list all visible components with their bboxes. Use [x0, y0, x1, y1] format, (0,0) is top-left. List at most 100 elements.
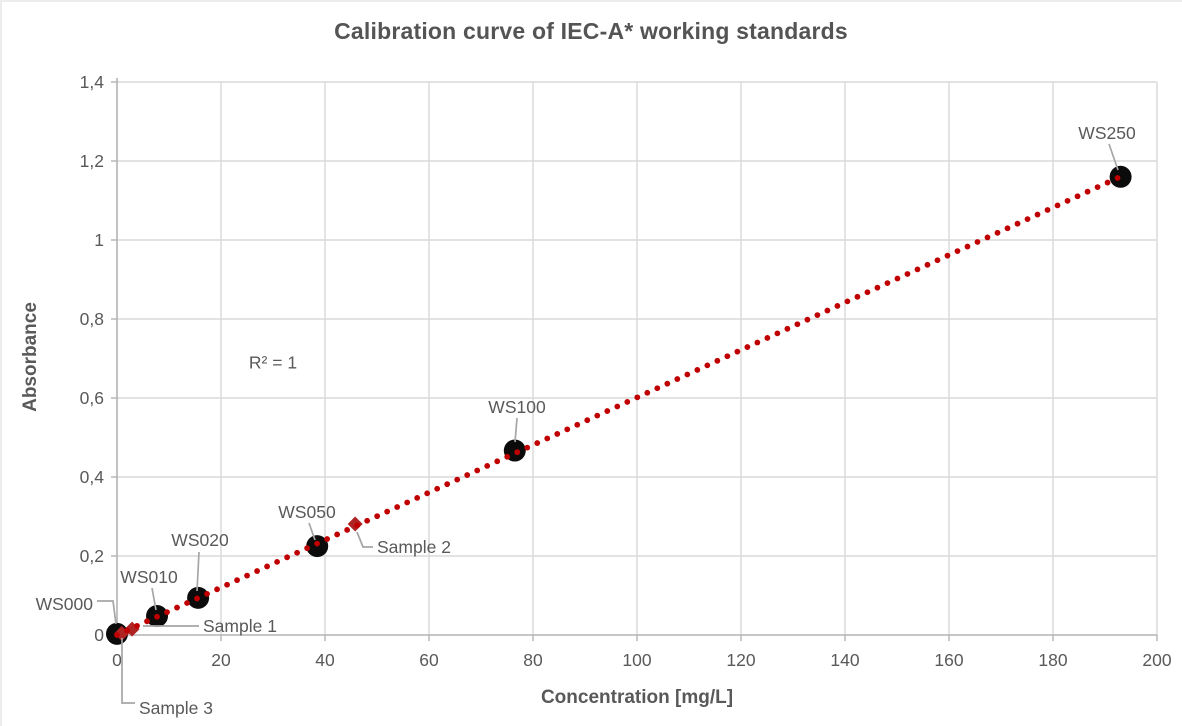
y-tick-label: 1,2: [80, 151, 104, 171]
x-tick-label: 40: [315, 650, 335, 670]
trendline-dot: [574, 421, 581, 428]
trendline-dot: [324, 536, 331, 542]
trendline-dot: [554, 431, 561, 437]
y-tick-label: 0,4: [80, 467, 105, 487]
trendline-dot: [1084, 188, 1091, 195]
trendline-dot: [704, 362, 711, 369]
trendline-dot: [984, 234, 991, 241]
trendline-dot: [844, 298, 851, 305]
trendline-dot: [244, 572, 250, 579]
y-tick-label: 0,8: [80, 309, 104, 329]
trendline-dot: [204, 590, 210, 597]
x-tick-label: 20: [211, 650, 231, 670]
trendline-dot: [1054, 202, 1061, 209]
trendline-dot: [694, 367, 701, 373]
trendline-dot: [904, 271, 911, 277]
trendline-dot: [234, 577, 240, 584]
trendline-dot: [774, 330, 781, 337]
y-tick-label: 0,2: [80, 546, 104, 566]
trendline-dot: [184, 600, 190, 606]
data-label-ws050: WS050: [278, 502, 336, 522]
trendline-dot: [854, 293, 861, 300]
y-tick-label: 1,4: [80, 72, 105, 92]
trendline-dot: [974, 239, 981, 245]
trendline-dot: [404, 499, 411, 506]
trendline-dot: [474, 467, 481, 474]
trendline-dot: [664, 380, 671, 387]
trendline-dot: [174, 604, 180, 611]
y-tick-label: 1: [94, 230, 104, 250]
trendline-dot: [544, 435, 551, 442]
trendline-dot: [124, 627, 130, 634]
trendline-dot: [1064, 197, 1071, 204]
trendline-dot: [914, 266, 921, 273]
trendline-dot: [804, 316, 811, 323]
trendline-dot: [624, 399, 631, 405]
trendline-dot: [1094, 184, 1101, 191]
trendline-dot: [274, 558, 280, 565]
data-label-ws100: WS100: [488, 397, 546, 417]
trendline-dot: [714, 357, 721, 364]
x-tick-label: 200: [1142, 650, 1171, 670]
trendline-dot: [214, 586, 220, 593]
trendline-dot: [334, 531, 341, 538]
x-tick-label: 120: [726, 650, 755, 670]
trendline-dot: [954, 248, 961, 255]
trendline-dot: [644, 389, 651, 396]
x-tick-label: 140: [830, 650, 859, 670]
trendline-dot: [964, 243, 971, 250]
trendline-dot: [304, 545, 311, 552]
trendline-dot: [144, 618, 150, 625]
y-tick-label: 0: [94, 625, 104, 645]
data-label-sample-1: Sample 1: [203, 616, 277, 636]
trendline-dot: [294, 549, 301, 556]
trendline-dot: [374, 513, 381, 520]
trendline-dot: [594, 412, 601, 419]
trendline-dot: [634, 394, 641, 401]
trendline-dot: [754, 339, 761, 346]
trendline-dot: [494, 458, 501, 465]
trendline-dot: [814, 312, 821, 318]
r-squared-annotation: R² = 1: [249, 352, 297, 372]
trendline-dot: [564, 426, 571, 433]
trendline-dot: [924, 261, 931, 268]
leader-line-ws050: [308, 522, 316, 541]
trendline-dot: [464, 472, 471, 478]
data-label-ws250: WS250: [1078, 123, 1136, 143]
trendline-dot: [1104, 179, 1111, 186]
x-tick-label: 0: [112, 650, 122, 670]
trendline-dot: [654, 385, 661, 392]
trendline-dot: [134, 622, 140, 629]
trendline-dot: [1014, 220, 1021, 227]
trendline-dot: [114, 632, 120, 638]
x-tick-label: 60: [419, 650, 439, 670]
trendline-dot: [354, 522, 361, 529]
trendline-dot: [524, 444, 531, 451]
trendline-dot: [444, 481, 451, 488]
x-tick-label: 180: [1038, 650, 1067, 670]
marker-ws250: [1109, 165, 1132, 188]
x-axis-title: Concentration [mg/L]: [540, 687, 734, 708]
trendline-dot: [994, 229, 1001, 236]
trendline-dot: [604, 408, 611, 414]
leader-line-ws020: [196, 551, 200, 592]
trendline-dot: [484, 463, 491, 469]
trendline-dot: [734, 348, 741, 355]
trendline-dot: [944, 252, 951, 259]
trendline-dot: [164, 609, 170, 616]
x-tick-label: 100: [622, 650, 651, 670]
trendline-dot: [1004, 225, 1011, 232]
trendline-dot: [584, 417, 591, 424]
data-label-ws020: WS020: [171, 530, 229, 550]
leader-line-ws100: [514, 417, 518, 443]
trendline-dot: [1114, 175, 1121, 181]
data-label-sample-3: Sample 3: [139, 698, 213, 718]
leader-line-ws010: [151, 587, 157, 611]
trendline-dot: [284, 554, 290, 561]
trendline-dot: [824, 307, 831, 314]
trendline-dot: [884, 280, 891, 287]
trendline-dot: [894, 275, 901, 282]
trendline-dot: [384, 508, 391, 515]
